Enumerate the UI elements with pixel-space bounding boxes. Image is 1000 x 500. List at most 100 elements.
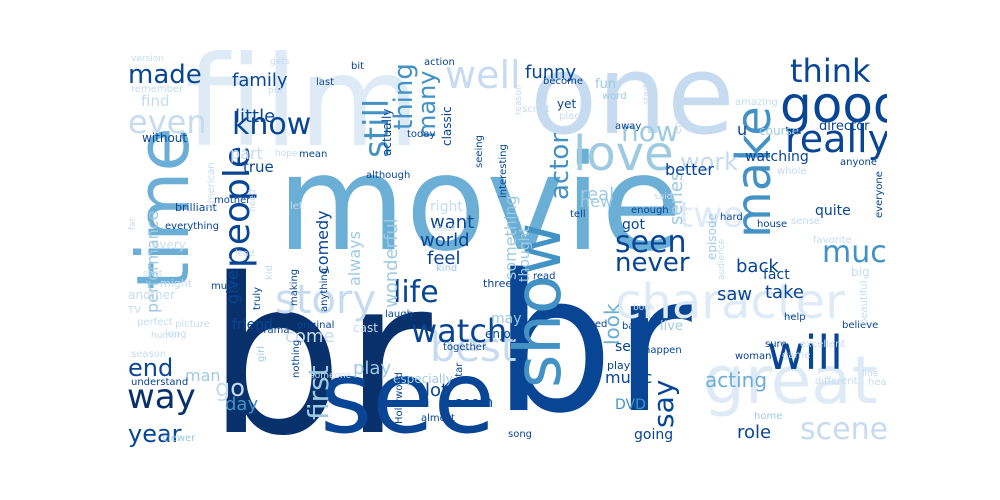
word-understand: understand bbox=[131, 377, 189, 388]
word-story: story bbox=[275, 277, 377, 323]
word-enjoy: enjoy bbox=[485, 327, 518, 341]
word-actually: actually bbox=[380, 108, 394, 156]
word-much: much bbox=[822, 235, 887, 270]
word-bit: bit bbox=[351, 61, 365, 72]
word-help: help bbox=[784, 312, 806, 323]
word-music: music bbox=[605, 368, 653, 387]
word-season: season bbox=[131, 349, 167, 360]
word-audience: audience bbox=[717, 238, 727, 280]
word-got: got bbox=[622, 217, 645, 233]
word-might: might bbox=[160, 277, 193, 290]
word-especially: especially bbox=[393, 372, 453, 386]
word-two: two bbox=[679, 195, 745, 236]
word-picture: picture bbox=[175, 319, 210, 330]
word-mother: mother bbox=[214, 195, 251, 206]
word-another: another bbox=[128, 288, 175, 302]
word-great: great bbox=[703, 342, 878, 419]
word-never: never bbox=[615, 248, 690, 278]
word-way: way bbox=[127, 377, 196, 417]
word-line: line bbox=[862, 369, 879, 379]
word-cloud: brmoviebrfilmoneseetimegoodshowgreatchar… bbox=[125, 50, 887, 450]
word-live: live bbox=[660, 319, 683, 334]
word-character: character bbox=[615, 274, 845, 330]
word-today: today bbox=[407, 129, 436, 140]
word-remember: remember bbox=[131, 84, 184, 95]
word-home: home bbox=[754, 411, 783, 422]
word-start: start bbox=[642, 84, 652, 105]
word-fun: fun bbox=[595, 77, 617, 92]
word-day: day bbox=[225, 394, 259, 415]
word-back: back bbox=[736, 256, 779, 277]
word-may: may bbox=[491, 311, 522, 327]
word-thing: thing bbox=[389, 63, 419, 130]
word-going: going bbox=[634, 427, 674, 443]
word-everyone: everyone bbox=[874, 171, 885, 218]
word-seeing: seeing bbox=[474, 135, 485, 168]
word-film: film bbox=[185, 50, 421, 175]
word-take: take bbox=[765, 282, 804, 303]
word-mean: mean bbox=[299, 149, 328, 160]
word-star: star bbox=[454, 362, 465, 382]
word-script: script bbox=[522, 104, 550, 115]
word-quite: quite bbox=[815, 203, 851, 219]
word-lead: lead bbox=[235, 249, 255, 259]
word-tv: TV bbox=[128, 305, 141, 316]
word-family: family bbox=[232, 70, 288, 91]
word-version: version bbox=[131, 54, 164, 64]
word-hard: hard bbox=[720, 212, 743, 223]
word-long: long bbox=[165, 329, 187, 340]
word-lot: lot bbox=[425, 380, 449, 401]
word-man: man bbox=[185, 366, 221, 385]
word-happen: happen bbox=[644, 345, 682, 356]
word-book: book bbox=[633, 303, 655, 313]
word-truly: truly bbox=[252, 286, 263, 310]
word-find: find bbox=[141, 92, 170, 110]
word-shot: shot bbox=[143, 269, 163, 279]
word-action: action bbox=[424, 57, 455, 68]
word-well: well bbox=[445, 53, 521, 97]
word-read: read bbox=[533, 271, 556, 282]
word-american: American bbox=[206, 162, 217, 210]
word-kid: kid bbox=[264, 265, 275, 280]
word-good: good bbox=[780, 76, 887, 134]
word-three: three bbox=[483, 277, 513, 290]
word-girl: girl bbox=[256, 345, 267, 362]
word-watching: watching bbox=[745, 149, 809, 165]
word-always: always bbox=[345, 231, 364, 286]
word-hollywood: Hollywood bbox=[394, 372, 405, 424]
word-director: director bbox=[819, 119, 870, 134]
word-real: real bbox=[580, 184, 615, 205]
word-house: house bbox=[757, 219, 788, 230]
word-played: played bbox=[607, 359, 645, 372]
word-seem: seem bbox=[455, 395, 494, 411]
word-will: will bbox=[767, 326, 843, 380]
word-whole: whole bbox=[777, 166, 807, 177]
word-saw: saw bbox=[717, 284, 753, 305]
word-come: come bbox=[285, 326, 335, 347]
word-play: play bbox=[353, 358, 392, 379]
word-made: made bbox=[128, 60, 202, 90]
word-kind: kind bbox=[436, 263, 458, 274]
word-least: least bbox=[434, 224, 456, 234]
word-see: see bbox=[320, 339, 496, 450]
word-seen: seen bbox=[615, 225, 687, 260]
word-tell: tell bbox=[570, 209, 586, 220]
word-favorite: favorite bbox=[813, 235, 852, 246]
word-work: work bbox=[680, 148, 739, 176]
word-game: game bbox=[782, 350, 811, 361]
word-every: every bbox=[152, 238, 186, 252]
word-now: now bbox=[621, 115, 679, 148]
word-end: end bbox=[128, 354, 174, 382]
word-dvd: DVD bbox=[615, 397, 646, 413]
word-song: song bbox=[508, 429, 533, 440]
word-brilliant: brilliant bbox=[175, 201, 217, 214]
word-viewer: viewer bbox=[162, 433, 196, 444]
word-go: go bbox=[215, 374, 245, 402]
word-original: original bbox=[297, 320, 335, 331]
word-one: one bbox=[530, 50, 735, 159]
word-cast: cast bbox=[353, 321, 378, 335]
word-away: away bbox=[615, 121, 642, 132]
word-place: place bbox=[559, 111, 586, 122]
word-together: together bbox=[443, 342, 487, 353]
